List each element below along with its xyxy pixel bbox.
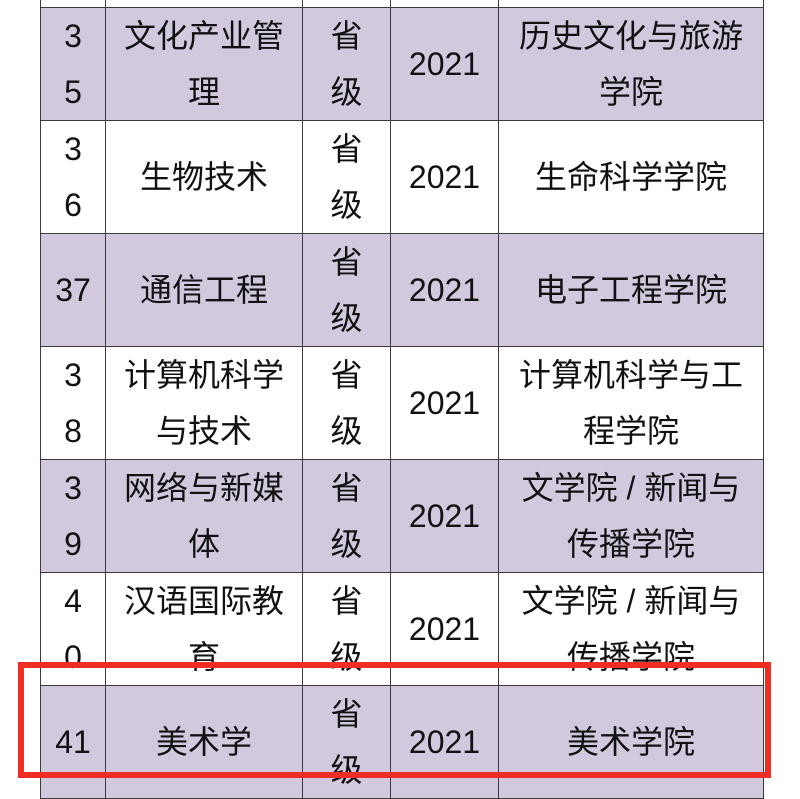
year-cell (390, 0, 499, 8)
row-number-cell: 3 5 (40, 6, 106, 121)
college-cell: 电子工程学院 (498, 232, 764, 347)
table-row: 3 9 网络与新媒 体 省 级 2021 文学院 / 新闻与 传播学院 (40, 458, 764, 573)
major-cell: 网络与新媒 体 (105, 458, 303, 573)
year-cell: 2021 (390, 684, 499, 799)
college-cell: 美术学院 (498, 684, 764, 799)
row-number-cell (40, 0, 106, 8)
college-cell: 文学院 / 新闻与 传播学院 (498, 458, 764, 573)
table-row-highlighted: 41 美术学 省 级 2021 美术学院 (40, 684, 764, 799)
table-row: 3 5 文化产业管 理 省 级 2021 历史文化与旅游 学院 (40, 6, 764, 121)
college-cell: 历史文化与旅游 学院 (498, 6, 764, 121)
major-cell (105, 0, 303, 8)
row-number-cell: 3 8 (40, 345, 106, 460)
year-cell: 2021 (390, 6, 499, 121)
table-row: 4 0 汉语国际教 育 省 级 2021 文学院 / 新闻与 传播学院 (40, 571, 764, 686)
table-row: 3 6 生物技术 省 级 2021 生命科学学院 (40, 119, 764, 234)
level-cell: 省 级 (302, 345, 391, 460)
level-cell: 省 级 (302, 6, 391, 121)
level-cell: 省 级 (302, 232, 391, 347)
college-cell: 生命科学学院 (498, 119, 764, 234)
year-cell: 2021 (390, 232, 499, 347)
level-cell: 省 级 (302, 684, 391, 799)
major-cell: 生物技术 (105, 119, 303, 234)
level-cell: 省 级 (302, 119, 391, 234)
row-number-cell: 37 (40, 232, 106, 347)
year-cell: 2021 (390, 571, 499, 686)
major-cell: 美术学 (105, 684, 303, 799)
table-row: 3 8 计算机科学 与技术 省 级 2021 计算机科学与工 程学院 (40, 345, 764, 460)
year-cell: 2021 (390, 345, 499, 460)
level-cell: 省 级 (302, 458, 391, 573)
year-cell: 2021 (390, 458, 499, 573)
college-cell: 计算机科学与工 程学院 (498, 345, 764, 460)
level-cell (302, 0, 391, 8)
major-cell: 计算机科学 与技术 (105, 345, 303, 460)
major-cell: 通信工程 (105, 232, 303, 347)
table-row-partial (40, 0, 764, 8)
table-row: 37 通信工程 省 级 2021 电子工程学院 (40, 232, 764, 347)
college-cell: 文学院 / 新闻与 传播学院 (498, 571, 764, 686)
majors-table: 3 5 文化产业管 理 省 级 2021 历史文化与旅游 学院 3 6 生物技术… (40, 0, 764, 799)
major-cell: 汉语国际教 育 (105, 571, 303, 686)
college-cell (498, 0, 764, 8)
level-cell: 省 级 (302, 571, 391, 686)
row-number-cell: 3 9 (40, 458, 106, 573)
major-cell: 文化产业管 理 (105, 6, 303, 121)
row-number-cell: 41 (40, 684, 106, 799)
year-cell: 2021 (390, 119, 499, 234)
row-number-cell: 3 6 (40, 119, 106, 234)
row-number-cell: 4 0 (40, 571, 106, 686)
